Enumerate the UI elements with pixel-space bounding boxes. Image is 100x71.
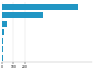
Bar: [2, 46, 3, 52]
Bar: [2, 38, 3, 44]
Bar: [2, 4, 78, 10]
Bar: [2, 12, 42, 18]
Bar: [2, 55, 3, 61]
Bar: [2, 21, 7, 27]
Bar: [2, 29, 4, 35]
